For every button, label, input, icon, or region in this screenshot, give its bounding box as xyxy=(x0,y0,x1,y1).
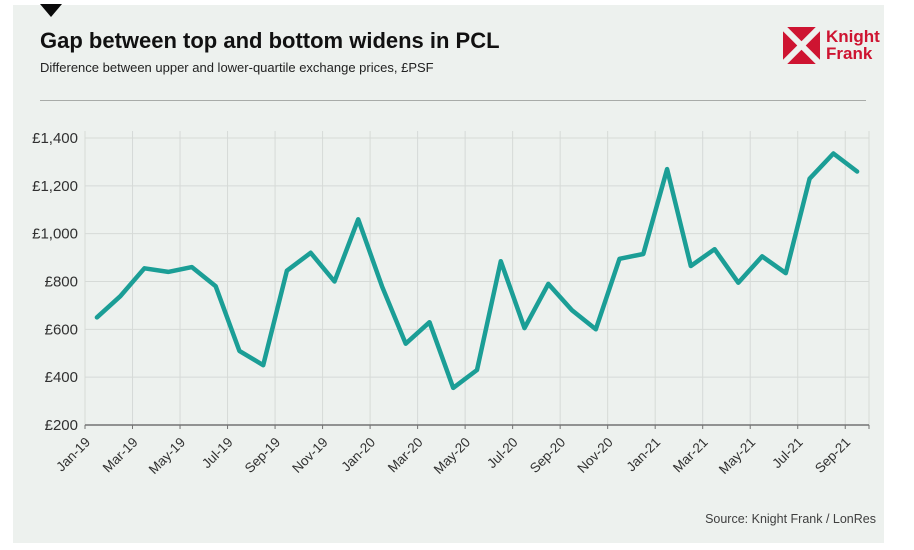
y-tick-label: £400 xyxy=(45,369,78,386)
logo-line-2: Frank xyxy=(826,44,873,63)
x-tick-label: May-21 xyxy=(716,435,758,477)
y-tick-label: £1,200 xyxy=(32,178,78,195)
y-tick-label: £600 xyxy=(45,321,78,338)
x-tick-label: Jul-21 xyxy=(769,435,806,472)
x-tick-label: May-19 xyxy=(146,435,188,477)
x-tick-label: Sep-21 xyxy=(812,435,853,476)
x-tick-label: Jan-19 xyxy=(53,435,93,475)
page-title: Gap between top and bottom widens in PCL xyxy=(40,28,500,53)
down-triangle-icon xyxy=(40,4,62,17)
source-credit: Source: Knight Frank / LonRes xyxy=(705,512,876,526)
data-series-line xyxy=(94,151,860,391)
x-tick-label: Jul-19 xyxy=(199,435,236,472)
y-tick-label: £200 xyxy=(45,417,78,434)
chart-card xyxy=(13,5,884,543)
x-tick-label: Sep-20 xyxy=(527,435,568,476)
knight-frank-logo-icon xyxy=(783,27,820,64)
x-tick-label: Mar-21 xyxy=(670,435,711,476)
x-tick-label: May-20 xyxy=(431,435,473,477)
x-tick-label: Mar-19 xyxy=(100,435,141,476)
knight-frank-logo-text: Knight Frank xyxy=(826,28,880,62)
y-tick-label: £1,400 xyxy=(32,130,78,147)
x-tick-label: Nov-20 xyxy=(574,435,615,476)
y-tick-label: £800 xyxy=(45,274,78,291)
page-subtitle: Difference between upper and lower-quart… xyxy=(40,60,434,75)
x-tick-label: Sep-19 xyxy=(242,435,283,476)
x-tick-label: Jul-20 xyxy=(484,435,521,472)
x-tick-label: Jan-21 xyxy=(624,435,664,475)
y-tick-label: £1,000 xyxy=(32,226,78,243)
header-divider xyxy=(40,100,866,101)
logo-line-1: Knight xyxy=(826,27,880,46)
knight-frank-logo: Knight Frank xyxy=(783,27,880,64)
x-tick-label: Mar-20 xyxy=(385,435,426,476)
x-tick-label: Nov-19 xyxy=(289,435,330,476)
x-tick-label: Jan-20 xyxy=(338,435,378,475)
